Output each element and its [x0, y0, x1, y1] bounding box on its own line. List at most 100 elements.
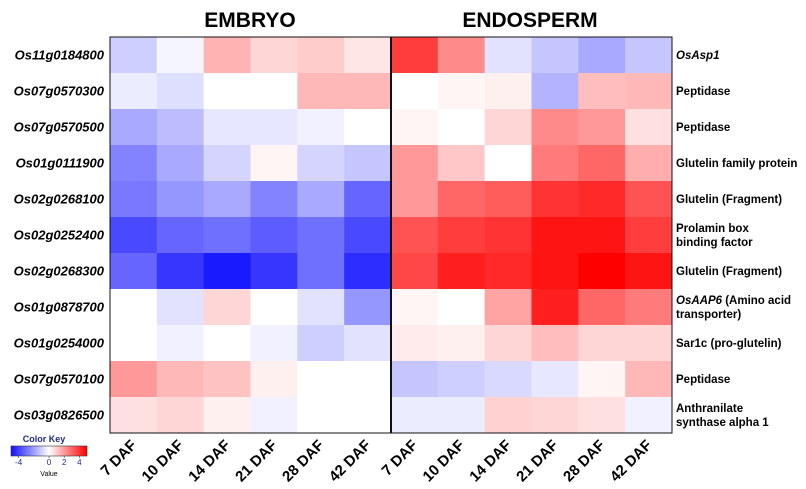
annotation-label: Glutelin (Fragment) [676, 194, 782, 206]
gene-id-label: Os01g0878700 [14, 300, 105, 315]
gene-id-label: Os07g0570300 [14, 84, 105, 99]
heatmap-cell [344, 109, 392, 146]
heatmap-cell [391, 217, 439, 254]
heatmap-cell [156, 253, 204, 290]
time-point-label: 10 DAF [420, 437, 469, 486]
heatmap-cell [344, 73, 392, 110]
heatmap-cell [156, 289, 204, 326]
heatmap-cell [625, 109, 673, 146]
heatmap-cell [110, 181, 158, 218]
heatmap-cell [484, 217, 532, 254]
heatmap-cell [625, 289, 673, 326]
heatmap-cell [344, 325, 392, 362]
heatmap-cell [437, 397, 485, 434]
color-key-tick: 0 [47, 458, 52, 467]
heatmap-cell [531, 361, 579, 398]
heatmap-cell [484, 181, 532, 218]
heatmap-cell [437, 289, 485, 326]
heatmap-cell [250, 361, 298, 398]
time-point-label: 10 DAF [139, 437, 188, 486]
heatmap-cell [203, 397, 251, 434]
time-point-label: 28 DAF [560, 437, 609, 486]
heatmap-cell [437, 181, 485, 218]
heatmap-cell [250, 181, 298, 218]
heatmap-cell [297, 37, 345, 74]
annotation-label: Prolamin box [676, 223, 749, 235]
time-point-label: 42 DAF [326, 437, 375, 486]
heatmap-cell [250, 397, 298, 434]
heatmap-cell [578, 145, 626, 182]
time-point-label: 7 DAF [379, 437, 422, 480]
heatmap-cell [110, 37, 158, 74]
annotation-label: Peptidase [676, 122, 730, 134]
time-point-label: 21 DAF [232, 437, 281, 486]
heatmap-cell [203, 325, 251, 362]
time-point-label: 14 DAF [185, 437, 234, 486]
heatmap-cell [156, 361, 204, 398]
heatmap-cell [203, 37, 251, 74]
heatmap-cell [484, 325, 532, 362]
heatmap-cell [437, 73, 485, 110]
heatmap-cell [203, 253, 251, 290]
panel-title-embryo: EMBRYO [204, 9, 295, 32]
heatmap-cell [484, 37, 532, 74]
heatmap-cell [578, 397, 626, 434]
heatmap-cell [344, 361, 392, 398]
heatmap-cell [625, 253, 673, 290]
heatmap-cell [250, 325, 298, 362]
heatmap-cell [297, 73, 345, 110]
heatmap-cell [484, 361, 532, 398]
annotation-label: synthase alpha 1 [676, 417, 769, 429]
heatmap-cell [344, 289, 392, 326]
panel-title-endosperm: ENDOSPERM [462, 9, 597, 32]
annotation-labels: OsAsp1 Peptidase Peptidase Glutelin family … [676, 50, 797, 429]
annotation-label: OsAsp1 [676, 50, 719, 62]
heatmap-cell [531, 181, 579, 218]
gene-id-label: Os03g0826500 [14, 408, 105, 423]
heatmap-cell [391, 397, 439, 434]
heatmap-cell [578, 325, 626, 362]
heatmap-cell [203, 181, 251, 218]
heatmap-cell [344, 397, 392, 434]
heatmap-cell [531, 217, 579, 254]
heatmap-cell [344, 37, 392, 74]
heatmap-cell [391, 109, 439, 146]
color-key-gradient [10, 445, 88, 457]
annotation-label: Peptidase [676, 374, 730, 386]
heatmap-cell [344, 217, 392, 254]
heatmap-cell [531, 109, 579, 146]
heatmap-cell [625, 217, 673, 254]
time-point-label: 14 DAF [466, 437, 515, 486]
heatmap-cell [437, 109, 485, 146]
heatmap-cell [344, 181, 392, 218]
color-key: Color Key -4 0 2 4 Value [10, 434, 88, 478]
heatmap-cell [297, 397, 345, 434]
color-key-tick: -4 [15, 458, 23, 467]
heatmap-cell [297, 253, 345, 290]
heatmap-cell [110, 253, 158, 290]
heatmap-cell [578, 181, 626, 218]
annotation-label: Peptidase [676, 86, 730, 98]
heatmap-cell [391, 37, 439, 74]
heatmap-cell [110, 361, 158, 398]
heatmap-cell [391, 289, 439, 326]
heatmap-cell [391, 145, 439, 182]
annotation-label: binding factor [676, 237, 753, 249]
time-point-label: 7 DAF [98, 437, 141, 480]
heatmap-cell [250, 253, 298, 290]
color-key-tick: 2 [62, 458, 67, 467]
heatmap-cell [531, 73, 579, 110]
heatmap-cell [437, 253, 485, 290]
gene-id-labels: Os11g0184800 Os07g0570300 Os07g0570500 Os01… [14, 48, 105, 423]
heatmap-cell [156, 397, 204, 434]
heatmap-cell [110, 325, 158, 362]
heatmap-cell [297, 289, 345, 326]
heatmap-cell [484, 145, 532, 182]
heatmap-cell [156, 181, 204, 218]
heatmap-cell [250, 145, 298, 182]
heatmap-cell [156, 325, 204, 362]
heatmap-cell [391, 253, 439, 290]
heatmap-cell [578, 361, 626, 398]
